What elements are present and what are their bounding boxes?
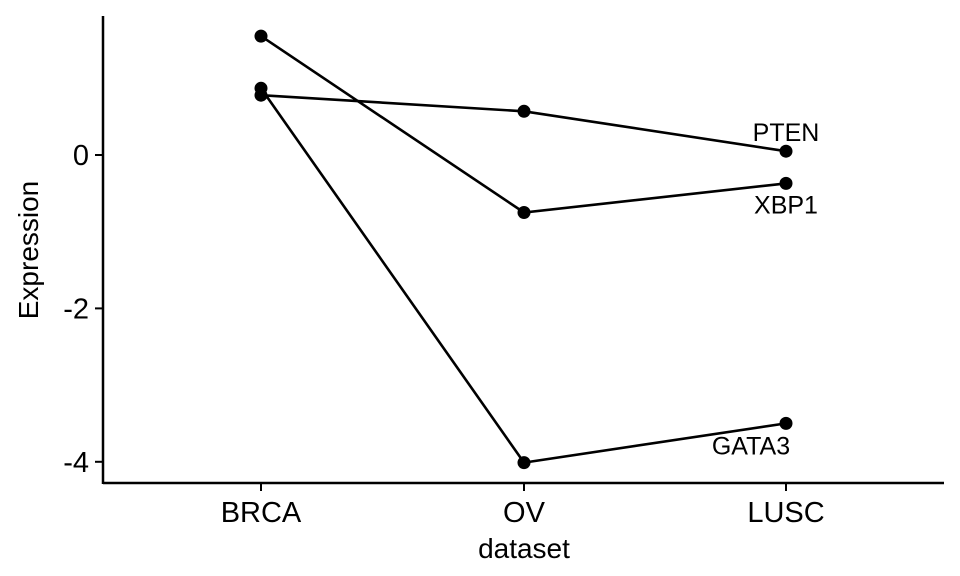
data-point-gata3-ov bbox=[517, 456, 531, 470]
y-tick-label-1: -2 bbox=[63, 293, 89, 325]
data-point-pten-lusc bbox=[779, 144, 793, 158]
data-point-pten-ov bbox=[517, 104, 531, 118]
data-point-xbp1-ov bbox=[517, 206, 531, 219]
x-ticks: BRCA OV LUSC bbox=[221, 483, 825, 529]
y-ticks: -4 -2 0 bbox=[63, 140, 103, 479]
x-tick-label-lusc: LUSC bbox=[747, 497, 824, 529]
x-tick-label-ov: OV bbox=[503, 497, 546, 529]
series-label-xbp1: XBP1 bbox=[754, 191, 818, 219]
x-axis: BRCA OV LUSC dataset bbox=[103, 481, 944, 564]
series-label-pten: PTEN bbox=[753, 119, 820, 147]
y-tick-label-2: 0 bbox=[73, 140, 89, 172]
y-axis-title: Expression bbox=[13, 181, 44, 320]
series-xbp1 bbox=[254, 29, 793, 219]
series-labels: PTEN XBP1 GATA3 bbox=[712, 119, 819, 460]
series-label-gata3: GATA3 bbox=[712, 432, 790, 460]
x-tick-label-brca: BRCA bbox=[221, 497, 302, 529]
plot-area: PTEN XBP1 GATA3 bbox=[254, 29, 819, 470]
data-point-xbp1-lusc bbox=[779, 176, 793, 190]
data-point-xbp1-brca bbox=[254, 29, 268, 43]
y-axis: -4 -2 0 Expression bbox=[13, 16, 105, 484]
series-layer bbox=[254, 29, 793, 470]
series-line-xbp1 bbox=[260, 35, 787, 214]
series-pten bbox=[254, 88, 793, 158]
x-axis-title: dataset bbox=[478, 533, 570, 564]
data-point-gata3-brca bbox=[254, 81, 268, 95]
series-line-pten bbox=[260, 93, 787, 153]
data-point-gata3-lusc bbox=[779, 416, 793, 430]
series-gata3 bbox=[254, 81, 793, 470]
y-tick-label-0: -4 bbox=[63, 447, 89, 479]
series-line-gata3 bbox=[259, 87, 787, 465]
